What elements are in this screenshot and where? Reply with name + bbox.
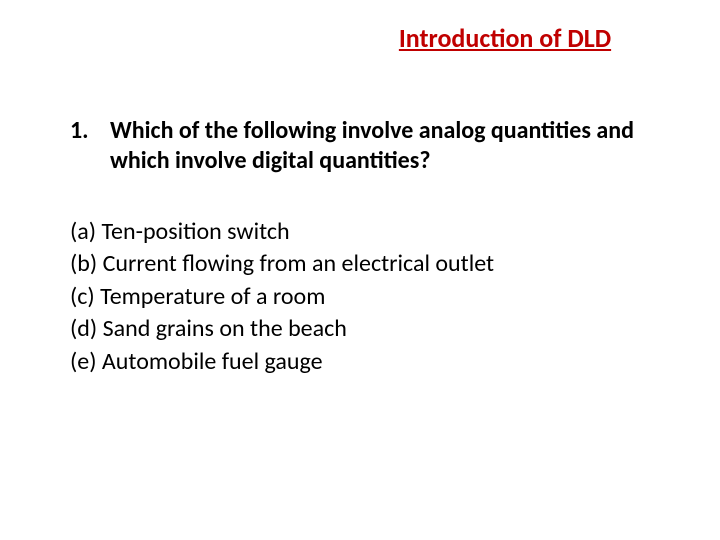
- slide-title-wrapper: Introduction of DLD: [60, 22, 660, 54]
- question-text: Which of the following involve analog qu…: [110, 116, 660, 176]
- question-row: 1. Which of the following involve analog…: [70, 116, 660, 176]
- options-list: (a) Ten-position switch (b) Current flow…: [70, 216, 660, 378]
- slide-container: Introduction of DLD 1. Which of the foll…: [0, 0, 720, 540]
- option-b: (b) Current flowing from an electrical o…: [70, 248, 660, 280]
- question-number: 1.: [70, 116, 110, 145]
- question-block: 1. Which of the following involve analog…: [60, 116, 660, 378]
- option-c: (c) Temperature of a room: [70, 281, 660, 313]
- option-a: (a) Ten-position switch: [70, 216, 660, 248]
- slide-title: Introduction of DLD: [399, 22, 611, 54]
- option-d: (d) Sand grains on the beach: [70, 313, 660, 345]
- option-e: (e) Automobile fuel gauge: [70, 346, 660, 378]
